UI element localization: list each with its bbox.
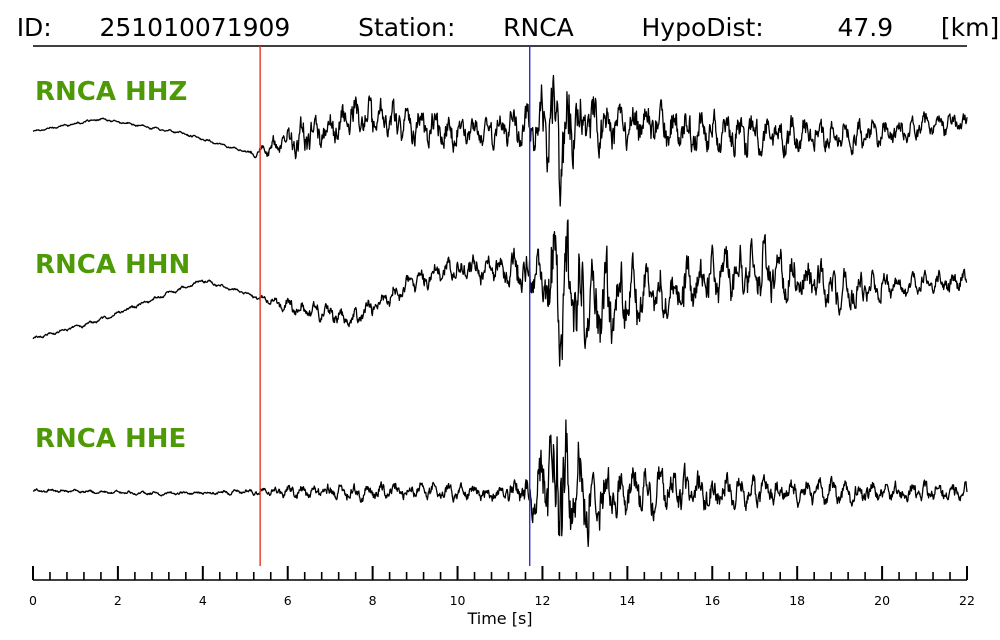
x-axis-label: Time [s] (466, 609, 532, 628)
channel-label-rnca-hhe: RNCA HHE (35, 424, 186, 454)
title-id-label: ID: (17, 13, 52, 42)
tick-label: 6 (284, 593, 292, 608)
time-axis: 0 2 4 6 8 10 12 14 16 18 20 22 (29, 566, 975, 608)
title-station-label: Station: (358, 13, 455, 42)
figure-title: ID: 251010071909 Station: RNCA HypoDist:… (0, 13, 1000, 42)
traces-layer (32, 74, 968, 547)
tick-label: 10 (450, 593, 466, 608)
tick-label: 20 (874, 593, 890, 608)
tick-label: 18 (789, 593, 805, 608)
title-distance-label: HypoDist: (642, 13, 764, 42)
tick-label: 12 (535, 593, 551, 608)
tick-label: 22 (959, 593, 975, 608)
title-event-id: 251010071909 (99, 13, 290, 42)
tick-label: 4 (199, 593, 207, 608)
tick-label: 16 (704, 593, 720, 608)
tick-label: 8 (369, 593, 377, 608)
title-distance-value: 47.9 (837, 13, 893, 42)
channel-labels-layer: RNCA HHZ RNCA HHN RNCA HHE (35, 77, 190, 454)
trace-rnca-hhz (32, 74, 968, 207)
tick-label: 2 (114, 593, 122, 608)
channel-label-rnca-hhz: RNCA HHZ (35, 77, 187, 107)
title-distance-unit: [km] (941, 13, 999, 42)
title-station: RNCA (503, 13, 574, 42)
channel-label-rnca-hhn: RNCA HHN (35, 250, 190, 280)
picks-layer (259, 46, 531, 566)
trace-rnca-hhn (32, 219, 968, 367)
tick-label: 14 (619, 593, 635, 608)
tick-label: 0 (29, 593, 37, 608)
trace-rnca-hhe (32, 419, 968, 547)
